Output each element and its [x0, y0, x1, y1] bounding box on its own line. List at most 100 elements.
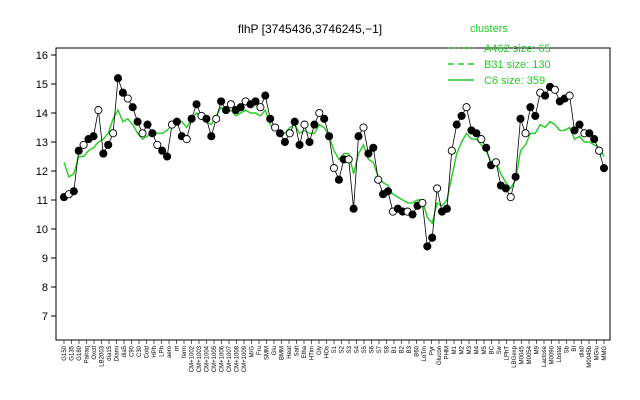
x-tick-label: G150	[62, 345, 68, 360]
data-point	[128, 103, 137, 112]
x-tick-label: Fru	[257, 346, 263, 355]
legend-label: B31 size: 130	[484, 59, 551, 71]
x-tick-label: C90	[130, 345, 136, 357]
x-tick-label: Pyr	[430, 346, 436, 355]
data-point	[74, 146, 83, 155]
x-tick-label: Salt	[295, 346, 301, 357]
data-point	[305, 137, 314, 147]
data-point	[69, 187, 78, 196]
x-tick-label: S7	[377, 345, 383, 353]
data-point	[212, 114, 221, 123]
x-tick-label: Glucon	[437, 346, 443, 365]
data-point	[192, 100, 201, 109]
x-tick-label: CM+1005	[212, 345, 218, 372]
data-point	[207, 132, 216, 141]
points-layer	[59, 74, 609, 251]
x-tick-label: G135	[70, 345, 76, 360]
data-point	[491, 158, 501, 167]
x-tick-label: B2	[400, 345, 406, 353]
y-tick-label: 12	[36, 166, 48, 178]
data-point	[550, 85, 559, 94]
x-tick-label: MGlu	[595, 346, 601, 360]
data-point	[447, 146, 456, 155]
data-point	[285, 129, 294, 138]
data-point	[334, 175, 343, 184]
data-point	[202, 114, 211, 123]
y-tick-label: 8	[42, 282, 48, 294]
data-point	[226, 100, 235, 109]
data-point	[266, 114, 275, 123]
data-point	[369, 143, 378, 152]
data-point	[408, 210, 417, 219]
x-axis: G150 G135 G180 Pairaq Oxctl LB2003 dia15 Diami d…	[62, 340, 608, 372]
plot-frame	[55, 47, 611, 341]
x-tick-label: SMM	[265, 346, 271, 360]
data-point	[349, 204, 358, 213]
data-point	[344, 155, 353, 164]
x-tick-label: dia15	[107, 345, 113, 360]
x-tick-label: Sb	[565, 345, 571, 353]
data-point	[118, 88, 127, 97]
legend-label: A462 size: 65	[484, 43, 551, 55]
x-tick-label: CM+1006	[220, 345, 226, 372]
x-tick-label: S4	[355, 345, 361, 353]
data-point	[275, 129, 285, 138]
data-point	[153, 140, 162, 149]
x-tick-label: ferm	[182, 346, 188, 358]
y-tick-label: 13	[36, 137, 48, 149]
data-point	[433, 184, 442, 193]
x-tick-label: S2	[340, 345, 346, 353]
data-point	[271, 123, 280, 132]
data-point	[511, 172, 520, 181]
x-tick-label: Glu	[272, 346, 278, 355]
x-tick-label: LPhT	[505, 346, 511, 361]
x-tick-label: PHM	[445, 346, 451, 359]
x-tick-label: CM+1008	[235, 345, 241, 372]
chart-title: flhP [3745436,3746245,−1]	[238, 22, 382, 36]
x-tick-label: CM+1003	[197, 345, 203, 372]
x-tick-label: Cold	[145, 346, 151, 358]
data-point	[374, 175, 383, 184]
x-tick-label: MMG	[602, 346, 608, 361]
data-point	[148, 129, 157, 138]
data-point	[94, 106, 103, 115]
data-point	[113, 74, 123, 83]
x-tick-label: M/G	[250, 346, 256, 358]
data-point	[575, 120, 584, 129]
x-tick-label: Diami	[115, 346, 121, 361]
x-tick-label: dia5	[122, 345, 128, 357]
x-tick-label: LoTm	[422, 346, 428, 361]
x-tick-label: CM+1004	[205, 345, 211, 372]
x-tick-label: dia0	[580, 345, 586, 357]
data-point	[423, 242, 432, 251]
x-tick-label: Gly	[317, 346, 323, 355]
series-line-points	[63, 78, 605, 248]
x-tick-label: Oxctl	[92, 346, 98, 360]
y-tick-label: 11	[37, 195, 48, 207]
data-point	[251, 97, 260, 106]
x-tick-label: CM+1002	[190, 345, 196, 372]
x-tick-label: B1	[392, 345, 398, 353]
data-point	[133, 117, 142, 126]
data-point	[221, 106, 231, 115]
x-tick-label: M0054	[527, 345, 533, 364]
legend-label: C6 size: 359	[484, 75, 545, 87]
data-point	[599, 164, 609, 173]
x-tick-label: CM+1009	[242, 345, 248, 372]
data-point	[163, 152, 172, 161]
data-point	[482, 143, 491, 152]
y-tick-label: 9	[42, 253, 48, 265]
data-point	[143, 120, 152, 129]
x-tick-label: CM+1007	[227, 345, 233, 372]
x-tick-label: HOs	[325, 346, 331, 358]
data-point	[315, 108, 324, 118]
x-tick-label: G180	[77, 345, 83, 360]
data-point	[457, 111, 466, 120]
x-tick-label: BI	[572, 346, 578, 352]
x-tick-label: BC	[490, 345, 496, 354]
data-point	[300, 120, 309, 129]
data-point	[138, 129, 147, 138]
data-point	[516, 114, 525, 123]
data-point	[590, 135, 599, 144]
x-tick-label: B60	[415, 345, 421, 356]
